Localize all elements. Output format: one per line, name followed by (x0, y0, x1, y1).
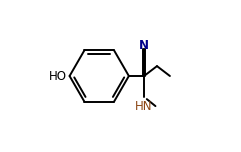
Text: HO: HO (49, 69, 67, 83)
Text: HN: HN (134, 100, 152, 113)
Text: N: N (139, 39, 149, 52)
